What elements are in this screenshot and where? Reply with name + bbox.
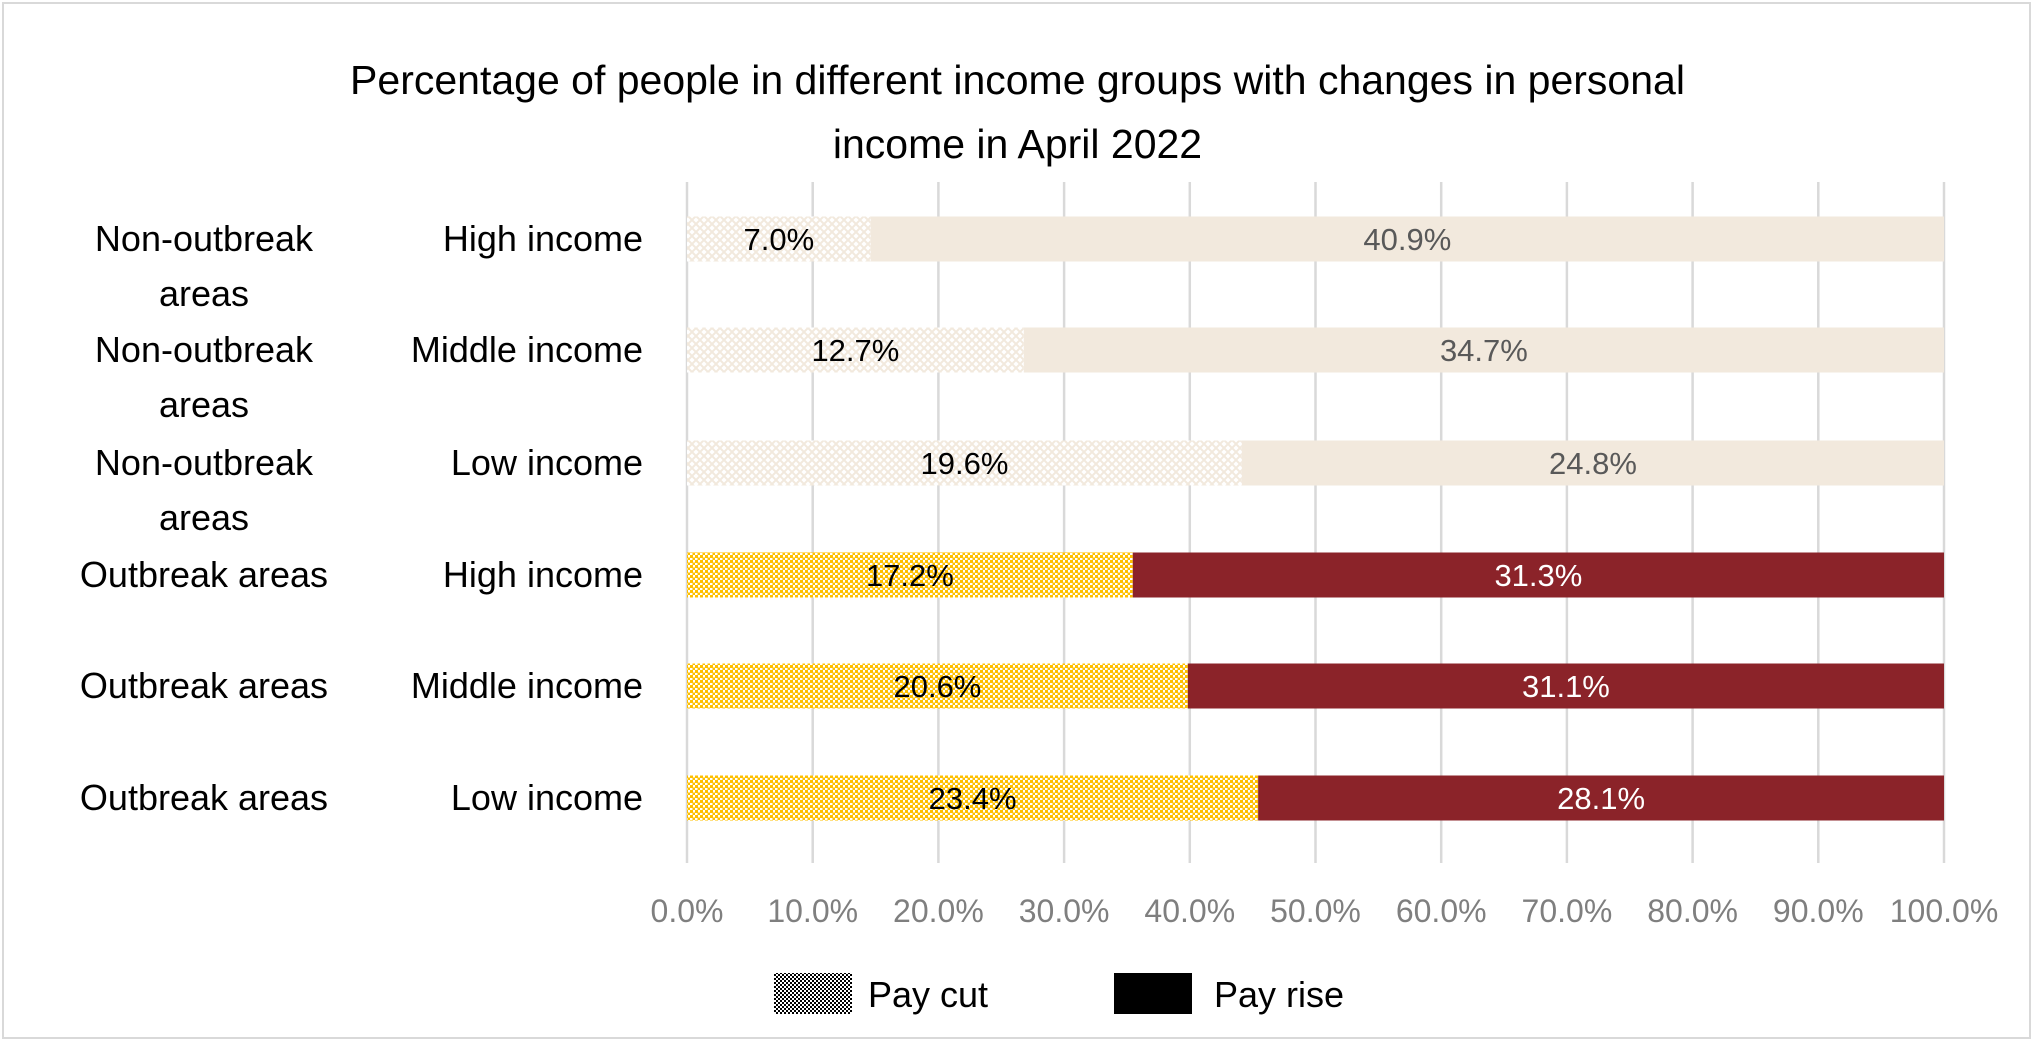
category-label-area: Outbreak areas [80, 554, 328, 595]
chart-title-line-2: income in April 2022 [832, 121, 1203, 167]
x-tick-label: 80.0% [1647, 893, 1738, 929]
bar-pay-cut [687, 663, 1188, 709]
bar-pay-cut [687, 216, 871, 262]
data-label-pay-cut: 12.7% [811, 333, 899, 368]
x-tick-label: 60.0% [1396, 893, 1487, 929]
data-label-pay-cut: 7.0% [744, 222, 815, 257]
category-label-area: Non-outbreak [95, 218, 314, 259]
x-tick-label: 20.0% [893, 893, 984, 929]
chart-title-line-1: Percentage of people in different income… [350, 57, 1685, 103]
bar-pay-rise [1023, 327, 1944, 373]
category-label-area: areas [159, 273, 249, 314]
category-label-income-group: Middle income [411, 665, 643, 706]
bar-pay-cut [687, 440, 1242, 486]
category-label-area: Non-outbreak [95, 329, 314, 370]
category-label-income-group: Low income [451, 777, 643, 818]
x-tick-label: 90.0% [1773, 893, 1864, 929]
legend-swatch-pay-rise [1114, 973, 1192, 1014]
data-label-pay-rise: 31.3% [1494, 558, 1582, 593]
bar-pay-rise [1241, 440, 1944, 486]
data-label-pay-rise: 40.9% [1363, 222, 1451, 257]
data-label-pay-cut: 17.2% [866, 558, 954, 593]
legend-swatch-pay-cut [774, 973, 852, 1014]
x-tick-label: 0.0% [651, 893, 724, 929]
category-label-income-group: High income [443, 554, 643, 595]
data-label-pay-rise: 31.1% [1522, 669, 1610, 704]
x-tick-label: 100.0% [1890, 893, 1999, 929]
chart-title: Percentage of people in different income… [0, 48, 2035, 176]
x-tick-label: 50.0% [1270, 893, 1361, 929]
data-label-pay-rise: 24.8% [1549, 446, 1637, 481]
bar-pay-rise [870, 216, 1944, 262]
category-label-area: Non-outbreak [95, 442, 314, 483]
bar-pay-cut [687, 775, 1259, 821]
x-tick-label: 30.0% [1019, 893, 1110, 929]
category-label-area: Outbreak areas [80, 665, 328, 706]
legend-label-pay-rise: Pay rise [1214, 974, 1344, 1015]
data-label-pay-cut: 19.6% [920, 446, 1008, 481]
legend-label-pay-cut: Pay cut [868, 974, 988, 1015]
bar-pay-rise [1187, 663, 1944, 709]
x-tick-label: 70.0% [1522, 893, 1613, 929]
bar-pay-cut [687, 552, 1133, 598]
category-label-income-group: Low income [451, 442, 643, 483]
bar-pay-rise [1132, 552, 1944, 598]
category-label-area: areas [159, 384, 249, 425]
x-tick-label: 10.0% [767, 893, 858, 929]
category-label-income-group: High income [443, 218, 643, 259]
data-label-pay-rise: 34.7% [1440, 333, 1528, 368]
category-label-income-group: Middle income [411, 329, 643, 370]
data-label-pay-cut: 23.4% [929, 781, 1017, 816]
bar-pay-rise [1258, 775, 1944, 821]
bar-pay-cut [687, 327, 1024, 373]
category-label-area: areas [159, 497, 249, 538]
data-label-pay-rise: 28.1% [1557, 781, 1645, 816]
data-label-pay-cut: 20.6% [893, 669, 981, 704]
category-label-area: Outbreak areas [80, 777, 328, 818]
x-tick-label: 40.0% [1144, 893, 1235, 929]
